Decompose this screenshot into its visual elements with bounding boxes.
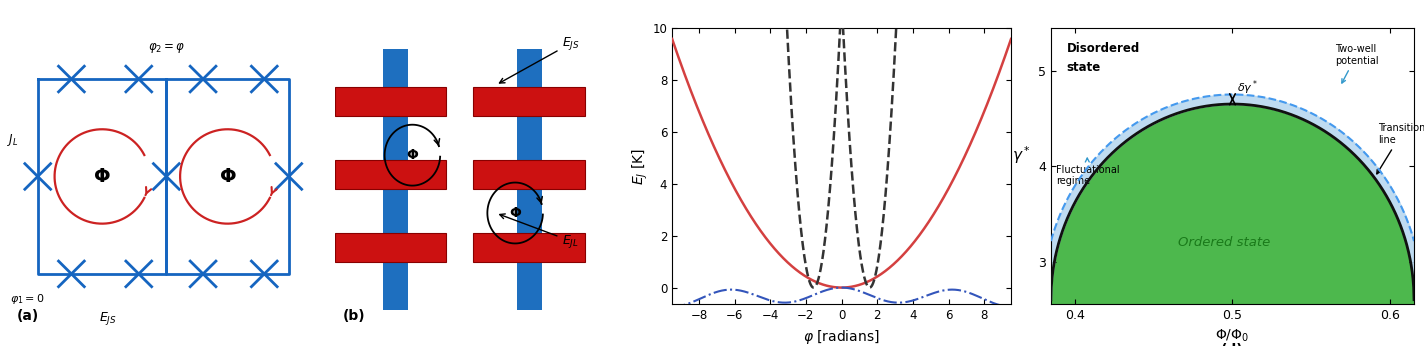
Text: $\varphi_2 = \varphi$: $\varphi_2 = \varphi$ [148, 41, 185, 55]
Text: $\mathbf{\Phi}$: $\mathbf{\Phi}$ [93, 167, 111, 186]
Text: $\mathbf{\Phi}$: $\mathbf{\Phi}$ [406, 148, 419, 162]
Text: (d): (d) [1222, 343, 1243, 346]
Text: $\varphi_1 = 0$: $\varphi_1 = 0$ [10, 292, 44, 306]
Text: (b): (b) [343, 309, 366, 322]
Text: $E_{JL}$: $E_{JL}$ [500, 214, 580, 249]
Text: $J_L$: $J_L$ [7, 132, 19, 148]
Y-axis label: $E_J$ [K]: $E_J$ [K] [631, 147, 649, 185]
FancyBboxPatch shape [473, 233, 584, 262]
Text: Ordered state: Ordered state [1179, 236, 1270, 249]
Text: $\delta\gamma^*$: $\delta\gamma^*$ [1237, 79, 1259, 97]
Text: state: state [1067, 61, 1101, 74]
Text: Transition
line: Transition line [1377, 123, 1424, 174]
Text: Two-well
potential: Two-well potential [1336, 44, 1378, 83]
Text: $\mathbf{\Phi}$: $\mathbf{\Phi}$ [219, 167, 236, 186]
Text: Fluctuational
regime: Fluctuational regime [1055, 158, 1119, 186]
Y-axis label: $\gamma^*$: $\gamma^*$ [1012, 144, 1031, 166]
Text: $E_{JS}$: $E_{JS}$ [500, 35, 580, 83]
Text: $\mathbf{\Phi}$: $\mathbf{\Phi}$ [508, 206, 521, 220]
Text: $E_{JS}$: $E_{JS}$ [100, 310, 117, 327]
FancyBboxPatch shape [473, 160, 584, 189]
Text: (a): (a) [16, 309, 38, 322]
FancyBboxPatch shape [473, 86, 584, 116]
FancyBboxPatch shape [335, 86, 446, 116]
X-axis label: $\Phi/\Phi_0$: $\Phi/\Phi_0$ [1216, 328, 1249, 344]
FancyBboxPatch shape [383, 48, 409, 310]
FancyBboxPatch shape [335, 233, 446, 262]
X-axis label: $\varphi$ [radians]: $\varphi$ [radians] [803, 328, 880, 346]
Text: Disordered: Disordered [1067, 42, 1141, 55]
FancyBboxPatch shape [335, 160, 446, 189]
FancyBboxPatch shape [517, 48, 541, 310]
